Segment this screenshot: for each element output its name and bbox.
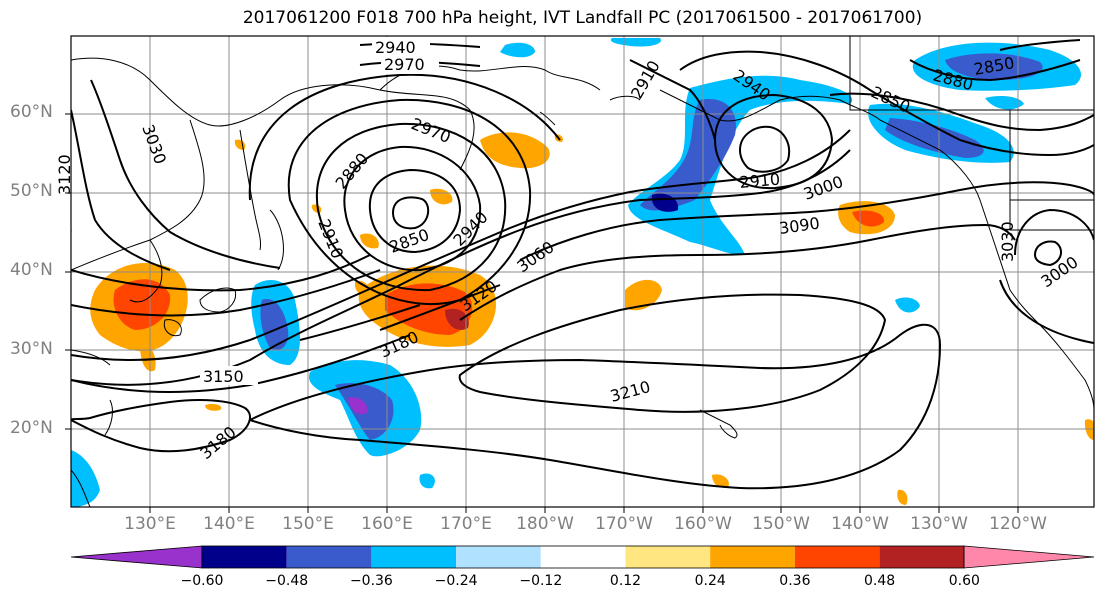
lon-label: 140°E xyxy=(203,514,255,534)
lat-label: 50°N xyxy=(10,181,53,201)
lon-label: 180°W xyxy=(516,514,574,534)
colorbar-tick-label: 0.12 xyxy=(609,573,642,589)
colorbar-segment xyxy=(879,546,965,568)
chart-title: 2017061200 F018 700 hPa height, IVT Land… xyxy=(242,8,923,28)
contour-label: 2910 xyxy=(739,170,781,192)
colorbar-segment xyxy=(710,546,795,568)
colorbar-segment xyxy=(625,546,711,568)
axis-ticks xyxy=(65,113,1019,513)
colorbar-tick-label: 0.24 xyxy=(694,573,726,589)
colorbar-segment xyxy=(540,546,626,568)
colorbar-tick-label: −0.48 xyxy=(265,573,309,589)
colorbar-tick-label: 0.60 xyxy=(948,573,980,589)
lon-label: 120°W xyxy=(989,514,1047,534)
lon-label: 150°E xyxy=(282,514,334,534)
colorbar-tick-label: −0.24 xyxy=(434,573,478,589)
contour-label: 3150 xyxy=(203,367,244,386)
colorbar-tick-label: −0.36 xyxy=(349,573,393,589)
lat-label: 40°N xyxy=(10,260,53,280)
contour-label: 3120 xyxy=(55,154,74,195)
colorbar xyxy=(70,545,1095,569)
lon-label: 170°W xyxy=(595,514,653,534)
colorbar-segment xyxy=(456,546,541,568)
colorbar-extend-low xyxy=(70,545,203,569)
colorbar-tick-label: 0.36 xyxy=(779,573,811,589)
lon-label: 150°W xyxy=(752,514,810,534)
colorbar-extend-high xyxy=(963,545,1095,569)
colorbar-segment xyxy=(202,546,287,568)
colorbar-segment xyxy=(371,546,457,568)
lat-label: 20°N xyxy=(10,418,53,438)
height-contours xyxy=(71,39,1094,490)
lon-label: 160°E xyxy=(361,514,413,534)
lon-label: 130°W xyxy=(910,514,968,534)
lat-label: 30°N xyxy=(10,339,53,359)
coastlines xyxy=(71,36,1094,507)
contour-label: 3030 xyxy=(998,221,1017,262)
lon-label: 160°W xyxy=(674,514,732,534)
contour-label: 2970 xyxy=(384,55,425,74)
map-area xyxy=(71,36,1094,507)
colorbar-tick-label: −0.12 xyxy=(519,573,563,589)
colorbar-segment xyxy=(794,546,880,568)
lat-label: 60°N xyxy=(10,102,53,122)
lon-label: 130°E xyxy=(124,514,176,534)
lon-label: 170°E xyxy=(440,514,492,534)
lon-label: 140°W xyxy=(831,514,889,534)
colorbar-tick-label: 0.48 xyxy=(864,573,896,589)
colorbar-tick-label: −0.60 xyxy=(180,573,224,589)
colorbar-segment xyxy=(286,546,372,568)
graticule xyxy=(71,36,1094,507)
contour-label: 2940 xyxy=(375,38,416,57)
